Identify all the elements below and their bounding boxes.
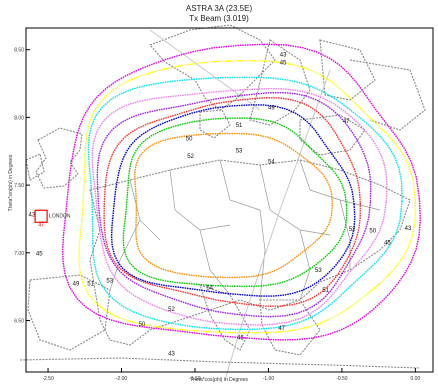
coastline-italy	[199, 284, 251, 351]
contour-label: 43	[280, 52, 287, 58]
contour-label: 47	[278, 326, 285, 332]
contour-label: 45	[237, 335, 244, 341]
marker-city-label: LONDON	[49, 213, 71, 219]
contour-label: 49	[73, 281, 80, 287]
contour-label: 45	[36, 252, 43, 258]
contour-label: 43	[405, 226, 412, 232]
contour-54	[134, 132, 334, 279]
x-tick-label: -1.50	[189, 376, 201, 382]
contour-label: 50	[139, 322, 146, 328]
contour-label: 52	[349, 227, 356, 233]
coastline-baltic-states	[349, 59, 426, 131]
coastline-baltic	[299, 114, 366, 156]
contour-label: 50	[186, 136, 193, 142]
contour-label: 52	[168, 307, 175, 313]
contour-47	[87, 76, 403, 331]
contour-label: 51	[87, 281, 94, 287]
contour-label: 51	[236, 123, 243, 129]
contour-label: 54	[206, 285, 213, 291]
coastline-uk	[35, 127, 83, 189]
marker-box	[34, 209, 48, 223]
contour-label: 45	[384, 241, 391, 247]
coastline-iberia	[27, 274, 111, 351]
contour-45	[78, 59, 417, 334]
border-layer	[109, 159, 381, 301]
contour-label: 53	[236, 149, 243, 155]
reference-lines	[149, 29, 331, 381]
x-tick-label: -1.00	[263, 376, 275, 382]
contour-50	[96, 91, 372, 318]
contour-52	[110, 104, 356, 297]
coastline-finland	[319, 39, 376, 101]
contour-label-layer: 43 45 49 47 50 51 53 52 54 43 45 52 50 45 43 53 51 49 51 53…	[29, 52, 412, 357]
x-tick-label: -0.50	[336, 376, 348, 382]
contour-label: 50	[369, 229, 376, 235]
y-axis-label: Theta*sin(phi) in Degrees	[8, 154, 14, 212]
contour-layer	[61, 43, 422, 341]
coastline-denmark	[199, 109, 231, 139]
map-subtitle: Tx Beam (3.019)	[189, 14, 249, 23]
plot-frame	[25, 27, 434, 373]
y-tick-label: 8.00	[14, 115, 24, 121]
coastline-north-africa	[19, 357, 421, 369]
y-tick-label: 7.50	[14, 183, 24, 189]
y-tick-label: 7.00	[14, 251, 24, 257]
contour-label: 53	[315, 268, 322, 274]
contour-label: 52	[187, 154, 194, 160]
contour-53	[122, 117, 348, 288]
contour-51	[103, 96, 362, 307]
y-tick-label: 8.50	[14, 48, 24, 54]
coastline-sweden	[249, 39, 311, 126]
coastline-balkans	[259, 299, 321, 356]
x-tick-label: -2.50	[42, 376, 54, 382]
y-tick-label: 6.50	[14, 319, 24, 325]
coastline-layer	[19, 24, 426, 369]
x-tick-label: 0.00	[411, 376, 421, 382]
contour-label: 49	[268, 105, 275, 111]
marker-box-label: 47	[38, 222, 44, 228]
map-title: ASTRA 3A (23.5E)	[185, 4, 253, 13]
coastline-ireland	[25, 153, 45, 181]
contour-label: 43	[168, 352, 175, 358]
coastline-norway	[149, 24, 276, 111]
contour-label: 47	[343, 119, 350, 125]
x-tick-label: -2.00	[116, 376, 128, 382]
coastline-europe	[89, 159, 411, 346]
contour-label: 53	[106, 279, 113, 285]
x-axis-label: Theta*cos(phi) in Degrees	[189, 377, 249, 383]
contour-label: 43	[29, 212, 36, 218]
contour-label: 54	[268, 159, 275, 165]
contour-label: 51	[322, 288, 329, 294]
contour-label: 45	[280, 61, 287, 67]
tick-layer: -2.50 -2.00 -1.50 -1.00 -0.50 0.00 8.50 8.00 7.5…	[14, 48, 420, 382]
city-marker: 47 LONDON	[34, 209, 71, 228]
